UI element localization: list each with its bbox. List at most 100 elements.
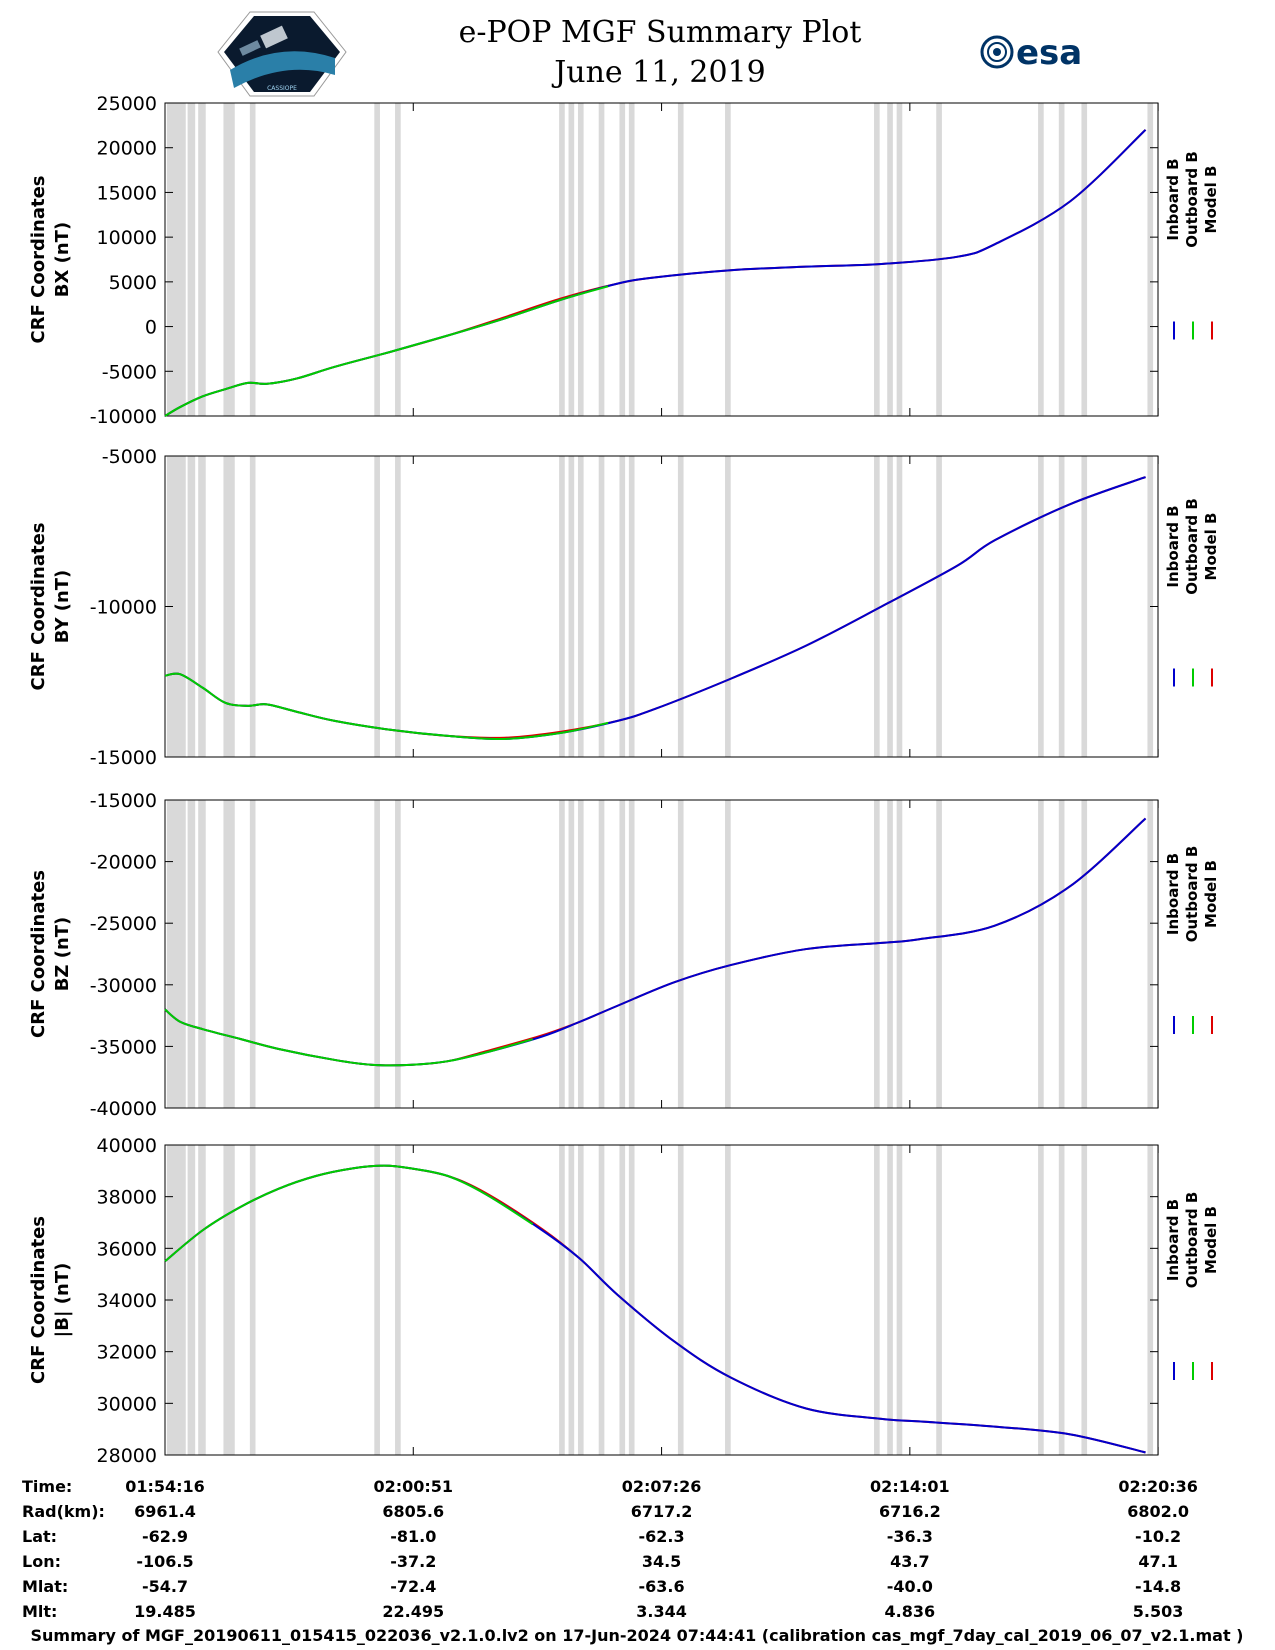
data-gap-band (1058, 800, 1065, 1108)
data-gap-band (628, 1145, 635, 1455)
data-gap-band (198, 103, 206, 416)
data-gap-band (166, 1145, 186, 1455)
series-outboard-line (164, 1164, 534, 1263)
panel-by: -5000 -10000 -15000 CRF Coordinates BY (nT) I… (28, 446, 1220, 769)
y-axis-label-line2: |B| (nT) (52, 1263, 73, 1338)
data-gap-band (395, 456, 401, 757)
data-gap-band (568, 1145, 575, 1455)
info-cell: 22.495 (382, 1602, 444, 1621)
data-gap-band (166, 800, 186, 1108)
data-gap-band (896, 103, 903, 416)
data-gap-band (198, 1145, 206, 1455)
y-axis-label-line2: BZ (nT) (52, 917, 73, 992)
data-gap-band (1038, 800, 1044, 1108)
data-gap-band (374, 800, 380, 1108)
legend: Inboard B Outboard B Model B (1164, 846, 1220, 1034)
plot-frame (164, 799, 1159, 1109)
info-cell: 01:54:16 (125, 1477, 205, 1496)
panel-bz: -15000 -20000 -25000 -30000 -35000 -40000 CRF … (28, 790, 1220, 1120)
data-gap-band (395, 1145, 401, 1455)
data-gap-band (395, 103, 401, 416)
footer-summary: Summary of MGF_20190611_015415_022036_v2… (31, 1626, 1244, 1645)
legend-label-outboard: Outboard B (1183, 151, 1201, 248)
data-gap-band (725, 103, 731, 416)
data-gap-band (628, 800, 635, 1108)
plot-frame (164, 102, 1159, 417)
info-cell: -72.4 (390, 1577, 436, 1596)
data-gap-band (896, 1145, 903, 1455)
data-gap-band (1038, 1145, 1044, 1455)
panel-bx: 25000 20000 15000 10000 5000 0 -5000 -10000 CRF … (28, 93, 1220, 428)
data-gap-band (619, 103, 626, 416)
data-gap-band (677, 800, 684, 1108)
data-gap-band (1058, 456, 1065, 757)
data-gap-band (1147, 103, 1154, 416)
data-gap-band (1081, 103, 1088, 416)
data-gap-band (187, 456, 196, 757)
info-row-label: Rad(km): (22, 1502, 105, 1521)
data-gap-band (874, 1145, 880, 1455)
legend-label-model: Model B (1202, 860, 1220, 928)
y-tick-label: 10000 (97, 227, 157, 249)
data-gap-band (1147, 800, 1154, 1108)
data-gap-band (187, 103, 196, 416)
data-gap-band (677, 456, 684, 757)
info-cell: 34.5 (642, 1552, 681, 1571)
data-gap-band (223, 456, 235, 757)
data-gap-band (198, 456, 206, 757)
y-axis-label-line1: CRF Coordinates (28, 523, 49, 691)
data-gap-band (628, 456, 635, 757)
data-gap-band (628, 103, 635, 416)
info-cell: 02:07:26 (622, 1477, 702, 1496)
info-cell: 3.344 (636, 1602, 687, 1621)
info-row-label: Lon: (22, 1552, 61, 1571)
info-cell: 6717.2 (631, 1502, 693, 1521)
series-model-line (164, 817, 1147, 1067)
info-cell: -40.0 (887, 1577, 933, 1596)
y-tick-label: 20000 (97, 138, 157, 160)
data-gap-band (598, 456, 605, 757)
data-gap-band (166, 456, 186, 757)
data-gap-band (223, 800, 235, 1108)
data-gap-band (374, 456, 380, 757)
series-outboard-line (164, 285, 609, 417)
legend: Inboard B Outboard B Model B (1164, 498, 1220, 687)
legend-label-model: Model B (1202, 166, 1220, 234)
data-gap-band (1058, 1145, 1065, 1455)
y-tick-label: 36000 (97, 1238, 157, 1260)
info-row-label: Mlat: (22, 1577, 68, 1596)
data-gap-band (598, 1145, 605, 1455)
y-tick-label: 34000 (97, 1290, 157, 1312)
data-gap-band (249, 800, 256, 1108)
y-tick-label: -15000 (90, 747, 157, 769)
data-gap-band (249, 456, 256, 757)
data-gap-band (568, 456, 575, 757)
data-gap-band (1058, 103, 1065, 416)
data-gap-band (374, 1145, 380, 1455)
plot-frame (164, 455, 1159, 758)
y-tick-label: 40000 (97, 1135, 157, 1157)
y-tick-label: -5000 (102, 361, 157, 383)
data-gap-band (725, 800, 731, 1108)
data-gap-band (223, 1145, 235, 1455)
y-tick-label: -15000 (90, 790, 157, 812)
legend-label-outboard: Outboard B (1183, 498, 1201, 595)
info-cell: -54.7 (142, 1577, 188, 1596)
legend: Inboard B Outboard B Model B (1164, 1192, 1220, 1380)
data-gap-band (559, 103, 565, 416)
legend-label-outboard: Outboard B (1183, 846, 1201, 943)
data-gap-band (395, 800, 401, 1108)
data-gap-band (187, 1145, 196, 1455)
plot-frame (164, 1144, 1159, 1456)
y-tick-label: 25000 (97, 93, 157, 115)
data-gap-band (577, 456, 584, 757)
info-cell: 6716.2 (879, 1502, 941, 1521)
y-tick-label: 30000 (97, 1393, 157, 1415)
y-tick-label: 38000 (97, 1187, 157, 1209)
data-gap-band (874, 800, 880, 1108)
info-cell: 47.1 (1138, 1552, 1177, 1571)
y-tick-label: 5000 (109, 272, 157, 294)
info-cell: -10.2 (1135, 1527, 1181, 1546)
data-gap-band (577, 800, 584, 1108)
y-tick-label: 32000 (97, 1342, 157, 1364)
